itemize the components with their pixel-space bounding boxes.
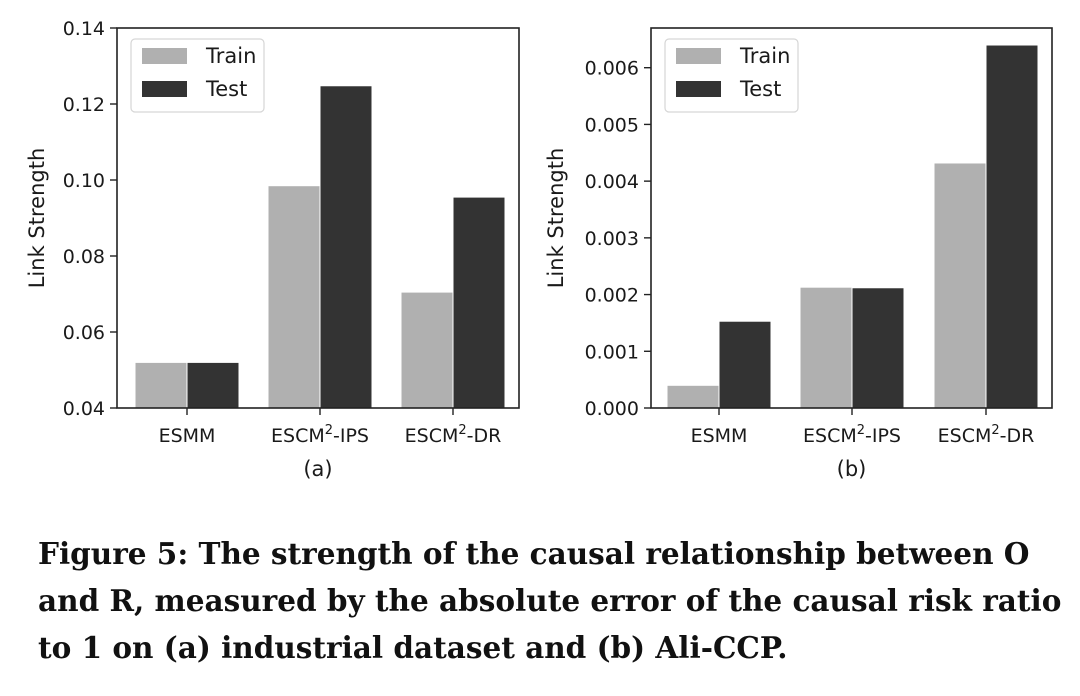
caption-line-1: Figure 5: The strength of the causal rel… [38, 536, 1030, 571]
panel-b-chart: 0.000 0.001 0.002 0.003 0.004 0.005 0.006 ESMM E… [544, 27, 1053, 481]
panel-b-ytick-label: 0.003 [585, 228, 639, 250]
panel-a-bar-test-2 [319, 85, 373, 409]
panel-b-legend-label-test: Test [739, 77, 781, 101]
panel-a-xtick-label: ESCM2-IPS [271, 423, 369, 447]
panel-a-chart: 0.04 0.06 0.08 0.10 0.12 0.14 ESMM ESCM2-IPS ESC… [25, 18, 520, 481]
panel-b-bar-test-1 [718, 320, 772, 409]
panel-b-bar-train-2 [799, 286, 853, 409]
panel-b-subfigure-label: (b) [837, 457, 867, 481]
panel-b-legend: Train Test [664, 38, 799, 113]
panel-b-ytick-label: 0.002 [585, 285, 639, 307]
caption-line-2: and R, measured by the absolute error of… [38, 583, 1062, 618]
panel-a-ytick-label: 0.12 [63, 94, 105, 116]
panel-b-bar-test-3 [985, 44, 1039, 409]
panel-a-subfigure-label: (a) [303, 457, 332, 481]
panel-a-legend-swatch-train [142, 48, 187, 64]
panel-a-ylabel: Link Strength [25, 148, 49, 289]
panel-a-ytick-label: 0.04 [63, 398, 105, 420]
panel-b-bar-test-2 [851, 287, 905, 409]
panel-b-legend-swatch-train [676, 48, 721, 64]
panel-a-legend: Train Test [130, 38, 265, 113]
panel-b-ytick-label: 0.001 [585, 341, 639, 363]
panel-b-xtick-label: ESMM [691, 425, 748, 447]
panel-b-ylabel: Link Strength [544, 148, 568, 289]
panel-b-ytick-label: 0.000 [585, 398, 639, 420]
panel-a-legend-label-test: Test [205, 77, 247, 101]
panel-a-bar-train-2 [267, 185, 321, 409]
panel-b-xtick-label: ESCM2-IPS [803, 423, 901, 447]
panel-a-bar-test-1 [186, 361, 240, 409]
panel-a-legend-swatch-test [142, 81, 187, 97]
panel-a-bar-test-3 [452, 196, 506, 409]
panel-a-legend-label-train: Train [205, 44, 256, 68]
panel-a-axes-frame [116, 27, 520, 409]
panel-a-ytick-label: 0.08 [63, 246, 105, 268]
panel-b-ytick-label: 0.006 [585, 58, 639, 80]
panel-a-xtick-label: ESMM [159, 425, 216, 447]
panel-b-xtick-label: ESCM2-DR [938, 423, 1035, 447]
panel-a-bar-train-3 [400, 291, 454, 409]
figure-charts: 0.04 0.06 0.08 0.10 0.12 0.14 ESMM ESCM2-IPS ESC… [25, 18, 1053, 481]
panel-b-legend-swatch-test [676, 81, 721, 97]
panel-a-bar-train-1 [134, 361, 188, 409]
panel-a-ytick-label: 0.06 [63, 322, 105, 344]
caption-line-3: to 1 on (a) industrial dataset and (b) A… [38, 630, 788, 665]
panel-a-ytick-label: 0.10 [63, 170, 105, 192]
panel-b-legend-label-train: Train [739, 44, 790, 68]
figure-caption: Figure 5: The strength of the causal rel… [38, 530, 1062, 671]
panel-a-xtick-label: ESCM2-DR [405, 423, 502, 447]
panel-b-bar-train-1 [666, 384, 720, 409]
panel-b-ytick-label: 0.004 [585, 171, 639, 193]
panel-b-ytick-label: 0.005 [585, 114, 639, 136]
panel-a-ytick-label: 0.14 [63, 18, 105, 40]
panel-b-bar-train-3 [933, 162, 987, 409]
